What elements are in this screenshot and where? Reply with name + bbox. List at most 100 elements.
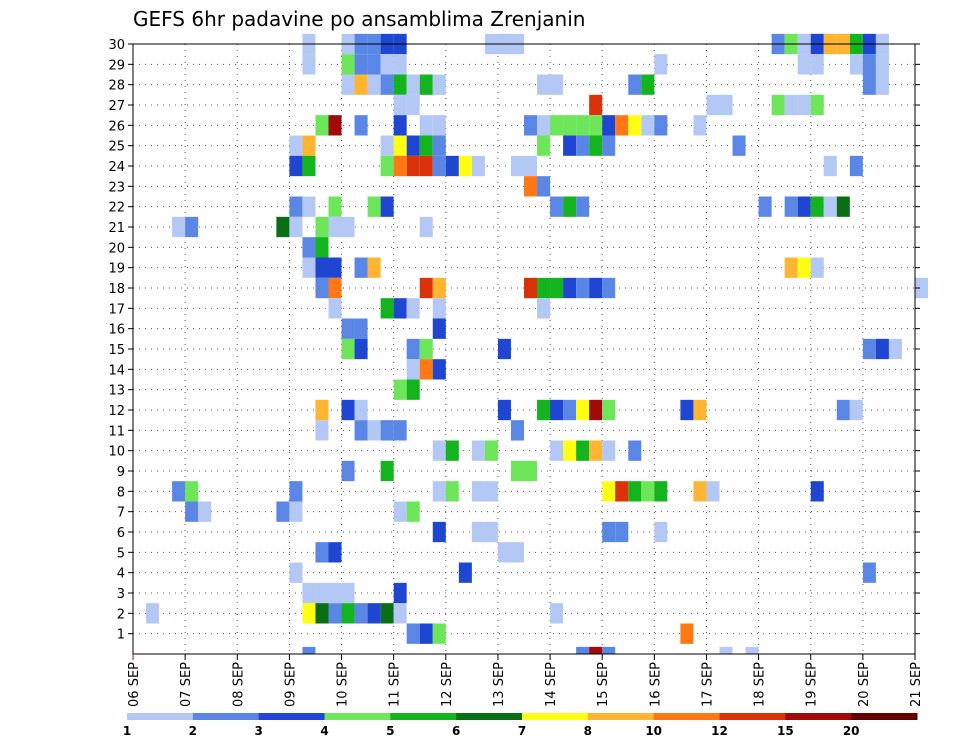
precip-cell	[654, 521, 668, 543]
precip-cell	[393, 379, 407, 400]
precip-cell	[406, 74, 420, 95]
x-tick-label: 07 SEP	[179, 662, 194, 707]
y-tick-label: 25	[108, 140, 125, 155]
precip-cell	[654, 115, 668, 136]
precip-cell	[432, 277, 446, 299]
precip-cell	[862, 562, 876, 583]
precip-cell	[706, 481, 720, 502]
colorbar-swatch	[719, 713, 786, 720]
precip-cell	[406, 338, 420, 360]
precip-cell	[784, 196, 798, 217]
precip-cell	[328, 196, 342, 217]
x-tick-label: 16 SEP	[648, 662, 663, 707]
precip-cell	[537, 298, 551, 319]
precip-cell	[380, 155, 394, 177]
colorbar-swatch	[258, 713, 325, 720]
precip-cell	[563, 135, 577, 156]
precip-cell	[419, 135, 433, 156]
y-tick-label: 6	[117, 526, 125, 541]
precip-cell	[406, 359, 420, 380]
precip-cell	[576, 115, 590, 136]
precip-cell	[576, 440, 590, 461]
y-tick-label: 16	[108, 323, 125, 338]
precip-cell	[419, 155, 433, 177]
precip-cell	[419, 338, 433, 360]
y-tick-label: 3	[117, 587, 125, 602]
precip-cell	[315, 399, 329, 421]
precip-cell	[693, 115, 707, 136]
colorbar-label: 8	[584, 724, 592, 738]
precip-cell	[393, 582, 407, 604]
precip-cell	[406, 501, 420, 522]
precip-cell	[524, 277, 538, 299]
precip-cell	[315, 277, 329, 299]
precip-cell	[602, 135, 616, 156]
precip-cell	[302, 603, 316, 624]
precip-cell	[432, 521, 446, 543]
precip-cell	[654, 54, 668, 75]
precip-cell	[406, 94, 420, 116]
precip-cell	[393, 298, 407, 319]
precip-cell	[602, 481, 616, 502]
precip-cell	[550, 196, 564, 217]
precip-cell	[576, 646, 590, 654]
y-tick-label: 23	[108, 180, 125, 195]
precip-cell	[484, 440, 498, 461]
x-tick-label: 14 SEP	[544, 662, 559, 707]
precip-cell	[341, 460, 355, 482]
precip-cell	[576, 399, 590, 421]
colorbar-label: 1	[123, 724, 131, 738]
precip-cell	[328, 582, 342, 604]
colorbar-label: 3	[254, 724, 262, 738]
precip-cell	[289, 481, 303, 502]
precip-cell	[602, 277, 616, 299]
precip-cell	[393, 155, 407, 177]
precip-cell	[302, 135, 316, 156]
y-tick-label: 30	[108, 38, 125, 53]
precip-cell	[432, 440, 446, 461]
precip-cell	[524, 115, 538, 136]
precip-cell	[185, 481, 199, 502]
colorbar-label: 20	[843, 724, 860, 738]
precip-cell	[354, 399, 368, 421]
precip-cell	[432, 155, 446, 177]
y-axis-ticks: 1234567891011121314151617181920212223242…	[108, 38, 920, 643]
precip-cell	[341, 216, 355, 238]
precip-cell	[406, 155, 420, 177]
precip-cell	[875, 74, 889, 95]
precip-cell	[380, 298, 394, 319]
precip-cell	[367, 54, 381, 75]
precip-cell	[367, 257, 381, 278]
precip-cell	[354, 54, 368, 75]
precip-cell	[289, 135, 303, 156]
precip-cell	[419, 359, 433, 380]
y-tick-label: 11	[108, 424, 125, 439]
y-tick-label: 1	[117, 628, 125, 643]
precip-cell	[289, 155, 303, 177]
precip-cell	[550, 115, 564, 136]
precip-cell	[445, 440, 459, 461]
precip-cell	[915, 277, 929, 299]
precip-cell	[198, 501, 212, 522]
x-tick-label: 20 SEP	[857, 662, 872, 707]
precip-cell	[497, 542, 511, 563]
precip-cell	[302, 257, 316, 278]
colorbar-label: 4	[320, 724, 328, 738]
precip-cell	[576, 196, 590, 217]
y-tick-label: 20	[108, 241, 125, 256]
precip-cell	[315, 257, 329, 278]
x-tick-label: 12 SEP	[440, 662, 455, 707]
precip-cell	[367, 603, 381, 624]
precip-cell	[393, 420, 407, 441]
precip-cell	[810, 196, 824, 217]
precip-cell	[810, 481, 824, 502]
y-tick-label: 18	[108, 282, 125, 297]
precip-cell	[628, 440, 642, 461]
precip-cell	[341, 399, 355, 421]
precip-cell	[458, 155, 472, 177]
precip-cell	[432, 135, 446, 156]
precip-cell	[693, 399, 707, 421]
x-tick-label: 10 SEP	[336, 662, 351, 707]
precip-cell	[537, 74, 551, 95]
